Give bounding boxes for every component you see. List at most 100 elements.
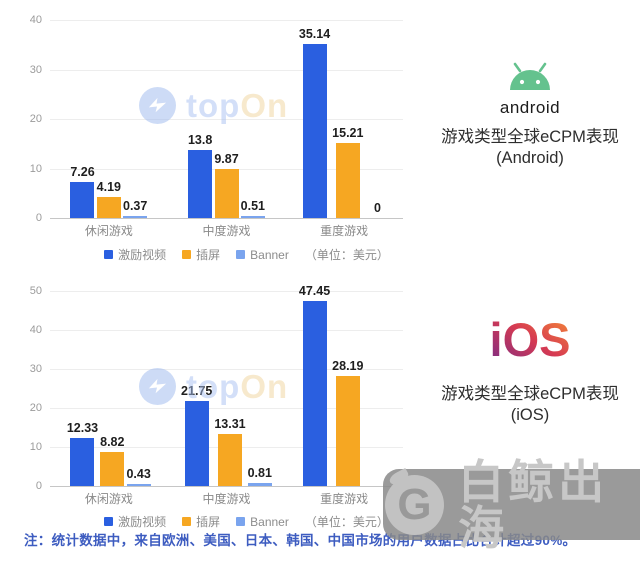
legend-item-插屏: 插屏 xyxy=(182,246,220,263)
legend-item-激励视频: 激励视频 xyxy=(104,246,166,263)
bar-group-重度游戏: 35.14 15.21 0 xyxy=(285,20,403,218)
legend-item-Banner: Banner xyxy=(236,515,289,529)
bar-插屏-休闲游戏 xyxy=(96,197,121,218)
gridline xyxy=(50,291,403,292)
y-tick-label: 30 xyxy=(29,363,42,375)
legend-label: Banner xyxy=(250,514,289,529)
legend-label: Banner xyxy=(250,247,289,262)
bar-group-重度游戏: 47.45 28.19 xyxy=(285,284,403,486)
legend-label: 激励视频 xyxy=(118,515,167,529)
y-tick-label: 0 xyxy=(35,212,42,224)
category-label: 休闲游戏 xyxy=(84,224,133,238)
gridline xyxy=(50,168,403,170)
legend-swatch-icon xyxy=(236,517,246,526)
category-label: 重度游戏 xyxy=(320,224,369,238)
legend-item-激励视频: 激励视频 xyxy=(104,513,166,530)
bar-column: 15.21 xyxy=(332,126,363,218)
bar-column: 13.31 xyxy=(214,417,246,486)
gridline xyxy=(50,20,403,21)
x-axis-line xyxy=(50,486,403,487)
category-axis: 休闲游戏 中度游戏 重度游戏 xyxy=(50,490,403,507)
bar-value-label: 13.31 xyxy=(214,417,246,432)
android-logo-block: android xyxy=(430,62,630,118)
y-tick-label: 20 xyxy=(29,113,42,125)
ios-wordmark: iOS xyxy=(489,313,571,366)
y-tick-label: 40 xyxy=(29,324,42,336)
bar-cluster: 47.45 28.19 xyxy=(299,284,390,486)
topon-logo-icon xyxy=(139,87,176,124)
bar-value-label: 28.19 xyxy=(332,359,364,374)
legend-unit-label: （单位：美元） xyxy=(304,515,389,529)
topon-watermark-top: topOn xyxy=(139,87,288,124)
y-tick-label: 50 xyxy=(29,285,42,297)
bar-cluster: 7.26 4.19 0.37 xyxy=(70,165,147,218)
bar-column: 0.51 xyxy=(240,198,266,218)
bar-value-label: 0.81 xyxy=(247,465,272,480)
bar-column: 9.87 xyxy=(214,152,239,218)
bar-激励视频-中度游戏 xyxy=(184,401,209,486)
legend-swatch-icon xyxy=(236,250,246,259)
bar-value-label: 0.51 xyxy=(240,198,266,213)
category-label: 休闲游戏 xyxy=(84,492,133,506)
bar-value-label: 8.82 xyxy=(100,434,125,449)
bar-Banner-中度游戏 xyxy=(247,482,272,486)
ios-logo-block: iOS xyxy=(430,316,630,363)
origami-bird-icon xyxy=(148,378,167,394)
brand-logo-letter: G xyxy=(397,479,432,529)
android-wordmark: android xyxy=(499,98,561,117)
bar-column: 35.14 xyxy=(299,27,330,218)
brand-watermark-label: 白鲸出海 xyxy=(458,455,609,554)
bar-cluster: 13.8 9.87 0.51 xyxy=(188,133,265,218)
legend-item-Banner: Banner xyxy=(236,248,289,262)
bar-column: 13.8 xyxy=(188,133,212,218)
legend-unit-label: （单位：美元） xyxy=(304,248,389,262)
bar-Banner-休闲游戏 xyxy=(126,484,151,486)
origami-bird-icon xyxy=(148,97,167,113)
gridline xyxy=(50,69,403,71)
bar-cluster: 12.33 8.82 0.43 xyxy=(67,421,151,486)
bar-激励视频-重度游戏 xyxy=(302,300,327,486)
ios-title-line2: (iOS) xyxy=(510,406,550,424)
gridline xyxy=(50,447,403,448)
bar-value-label: 7.26 xyxy=(70,165,95,180)
topon-word-on: On xyxy=(240,368,289,405)
bar-column: 47.45 xyxy=(299,284,330,486)
legend-swatch-icon xyxy=(104,517,114,526)
bar-column: 12.33 xyxy=(67,421,98,486)
bar-value-label: 12.33 xyxy=(66,420,99,435)
bar-column: 8.82 xyxy=(100,435,124,486)
android-chart-title: 游戏类型全球eCPM表现 (Android) xyxy=(415,127,640,169)
bar-Banner-中度游戏 xyxy=(240,215,265,218)
bar-插屏-休闲游戏 xyxy=(100,451,125,486)
topon-wordmark: topOn xyxy=(186,370,288,403)
topon-word-top: top xyxy=(186,87,241,124)
category-label: 中度游戏 xyxy=(202,224,251,238)
bar-插屏-中度游戏 xyxy=(217,434,242,486)
bar-value-label: 15.21 xyxy=(332,125,364,140)
legend-swatch-icon xyxy=(182,517,192,526)
bar-value-label: 9.87 xyxy=(214,152,239,167)
legend: 激励视频 插屏 Banner （单位：美元） xyxy=(50,246,443,263)
bar-value-label: 47.45 xyxy=(298,283,331,298)
android-title-line2: (Android) xyxy=(496,149,564,167)
legend-item-插屏: 插屏 xyxy=(182,513,220,530)
bar-Banner-休闲游戏 xyxy=(123,216,148,218)
bar-激励视频-中度游戏 xyxy=(188,149,213,218)
legend-label: 激励视频 xyxy=(118,248,167,262)
whale-logo-icon: G xyxy=(385,467,445,535)
bar-激励视频-休闲游戏 xyxy=(70,182,95,218)
topon-watermark-bottom: topOn xyxy=(139,368,288,405)
gridline xyxy=(50,330,403,331)
legend-swatch-icon xyxy=(104,250,114,259)
topon-logo-icon xyxy=(139,368,176,405)
bar-value-label: 4.19 xyxy=(96,180,121,195)
legend-swatch-icon xyxy=(182,250,192,259)
bar-column: 0 xyxy=(365,201,389,218)
bar-cluster: 35.14 15.21 0 xyxy=(299,27,390,218)
category-label: 中度游戏 xyxy=(202,492,251,506)
bar-value-label: 35.14 xyxy=(298,27,331,42)
bar-value-label: 0.43 xyxy=(126,467,151,482)
topon-word-top: top xyxy=(186,368,241,405)
android-robot-icon xyxy=(510,62,550,90)
bar-column: 0.81 xyxy=(248,466,272,486)
